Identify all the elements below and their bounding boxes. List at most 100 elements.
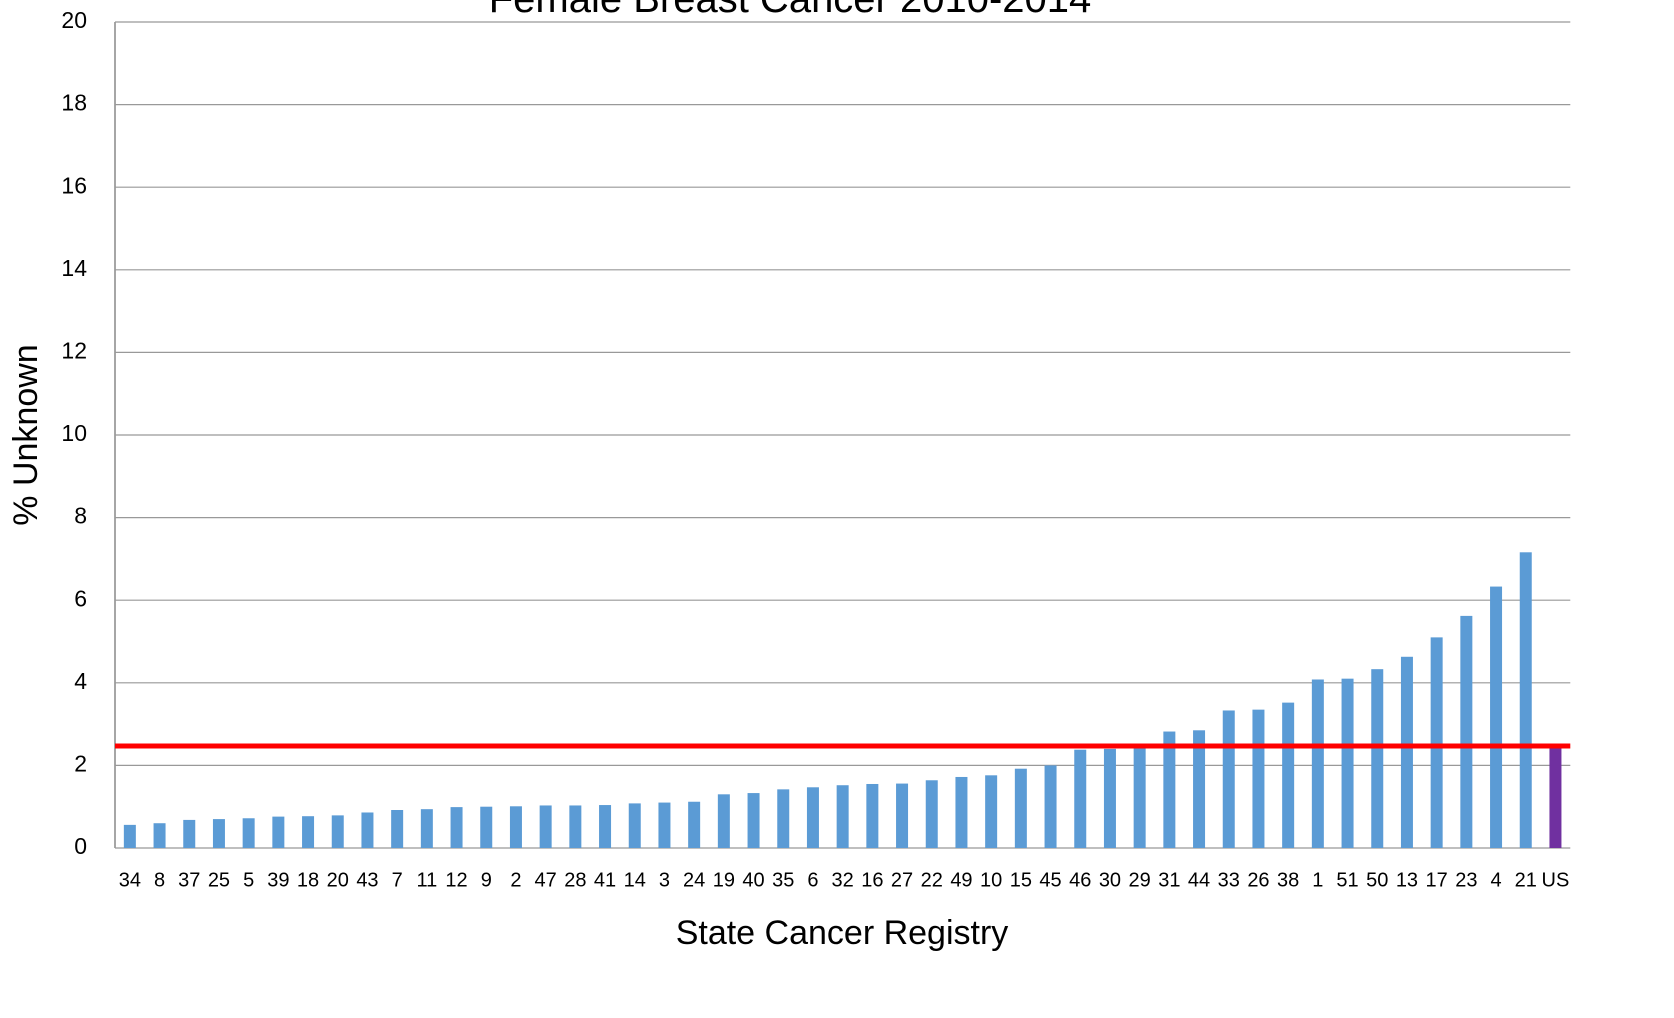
x-tick-label: 7: [392, 869, 403, 891]
x-tick-label: 35: [772, 869, 794, 891]
x-tick-label: 18: [297, 869, 319, 891]
bar: [1490, 586, 1503, 848]
bar: [153, 823, 166, 848]
y-tick-label: 2: [74, 750, 87, 776]
x-tick-label: 39: [267, 869, 289, 891]
x-tick-label: 4: [1490, 869, 1501, 891]
x-tick-label: 8: [154, 869, 165, 891]
x-tick-label: 44: [1188, 869, 1210, 891]
bar: [658, 802, 671, 848]
bar: [1371, 669, 1384, 848]
y-tick-label: 6: [74, 585, 87, 611]
bar: [302, 816, 315, 848]
bar: [806, 787, 819, 848]
x-tick-label: 34: [119, 869, 141, 891]
bar: [777, 789, 790, 848]
x-tick-label: 30: [1099, 869, 1121, 891]
x-tick-label: 37: [178, 869, 200, 891]
x-tick-label: 5: [243, 869, 254, 891]
x-tick-label: 28: [564, 869, 586, 891]
bar: [1282, 702, 1295, 848]
x-tick-label: 14: [624, 869, 646, 891]
bar: [1252, 709, 1265, 848]
bar: [1133, 748, 1146, 848]
bar: [1103, 748, 1116, 848]
y-tick-label: 4: [74, 668, 87, 694]
y-axis-label: % Unknown: [7, 344, 45, 525]
x-tick-label: US: [1542, 869, 1570, 891]
bar: [747, 793, 760, 848]
x-tick-label: 45: [1039, 869, 1061, 891]
y-tick-label: 12: [61, 337, 87, 363]
x-tick-label: 24: [683, 869, 705, 891]
bar: [123, 824, 136, 848]
x-tick-label: 41: [594, 869, 616, 891]
x-tick-label: 10: [980, 869, 1002, 891]
bar: [450, 807, 463, 848]
bar: [242, 818, 255, 848]
bar: [1519, 552, 1532, 848]
bar: [896, 783, 909, 848]
bar: [836, 785, 849, 848]
x-tick-label: 27: [891, 869, 913, 891]
bar: [1430, 637, 1443, 848]
x-tick-label: 11: [416, 869, 437, 891]
x-tick-label: 47: [535, 869, 557, 891]
x-tick-label: 2: [510, 869, 521, 891]
bar: [361, 812, 374, 848]
y-tick-label: 10: [61, 420, 87, 446]
x-tick-label: 40: [742, 869, 764, 891]
bar: [272, 816, 285, 848]
bar: [509, 806, 522, 848]
bar: [183, 819, 196, 848]
chart-title: Female Breast Cancer 2010-2014: [489, 0, 1092, 21]
x-tick-label: 22: [921, 869, 943, 891]
x-tick-label: 3: [659, 869, 670, 891]
x-tick-label: 16: [861, 869, 883, 891]
bar: [1400, 656, 1413, 848]
x-tick-label: 19: [713, 869, 735, 891]
x-tick-label: 13: [1396, 869, 1418, 891]
x-tick-label: 50: [1366, 869, 1388, 891]
x-tick-label: 12: [445, 869, 467, 891]
bar: [628, 803, 641, 848]
x-tick-label: 33: [1218, 869, 1240, 891]
x-tick-label: 6: [807, 869, 818, 891]
bar: [955, 776, 968, 848]
bar: [599, 805, 612, 848]
bar: [1163, 731, 1176, 848]
bar: [539, 805, 552, 848]
bar: [480, 806, 493, 848]
bar: [688, 801, 701, 848]
bar: [866, 783, 879, 848]
x-tick-label: 23: [1455, 869, 1477, 891]
bar: [1341, 678, 1354, 848]
y-tick-label: 16: [61, 172, 87, 198]
bar: [1044, 765, 1057, 848]
bar: [1549, 746, 1562, 848]
x-tick-label: 26: [1247, 869, 1269, 891]
y-tick-label: 0: [74, 833, 87, 859]
bar: [331, 815, 344, 848]
bar: [420, 809, 433, 848]
x-tick-label: 43: [356, 869, 378, 891]
x-tick-label: 46: [1069, 869, 1091, 891]
x-tick-label: 32: [832, 869, 854, 891]
bar: [1074, 749, 1087, 848]
x-tick-label: 49: [950, 869, 972, 891]
x-tick-label: 38: [1277, 869, 1299, 891]
x-tick-label: 31: [1158, 869, 1180, 891]
x-tick-label: 9: [481, 869, 492, 891]
x-tick-label: 51: [1336, 869, 1358, 891]
bar: [1014, 768, 1027, 848]
bar: [1193, 730, 1206, 848]
x-tick-label: 20: [327, 869, 349, 891]
bar: [569, 805, 582, 848]
x-tick-label: 1: [1312, 869, 1323, 891]
y-tick-label: 8: [74, 503, 87, 529]
bar: [1460, 615, 1473, 848]
x-tick-label: 25: [208, 869, 230, 891]
x-axis-label: State Cancer Registry: [676, 914, 1009, 952]
y-tick-label: 18: [61, 90, 87, 116]
